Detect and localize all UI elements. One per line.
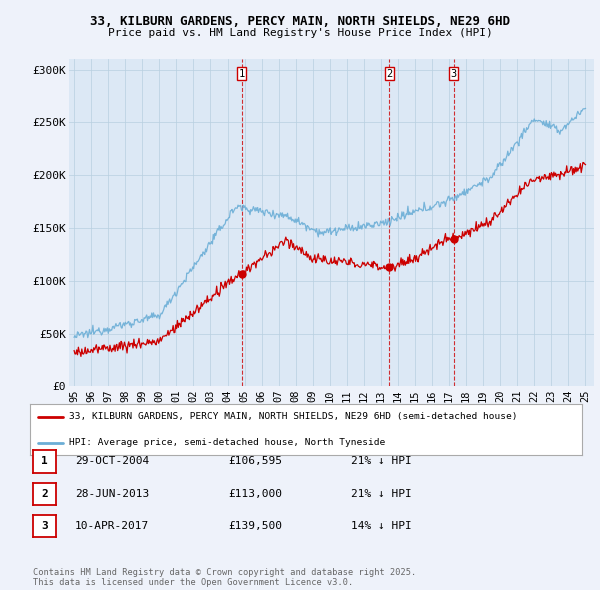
Text: £113,000: £113,000: [228, 489, 282, 499]
Text: 2: 2: [41, 489, 48, 499]
Text: 33, KILBURN GARDENS, PERCY MAIN, NORTH SHIELDS, NE29 6HD (semi-detached house): 33, KILBURN GARDENS, PERCY MAIN, NORTH S…: [68, 412, 517, 421]
Text: £139,500: £139,500: [228, 522, 282, 531]
Text: 33, KILBURN GARDENS, PERCY MAIN, NORTH SHIELDS, NE29 6HD: 33, KILBURN GARDENS, PERCY MAIN, NORTH S…: [90, 15, 510, 28]
Text: HPI: Average price, semi-detached house, North Tyneside: HPI: Average price, semi-detached house,…: [68, 438, 385, 447]
Text: 21% ↓ HPI: 21% ↓ HPI: [351, 457, 412, 466]
Text: 28-JUN-2013: 28-JUN-2013: [75, 489, 149, 499]
Text: 29-OCT-2004: 29-OCT-2004: [75, 457, 149, 466]
Text: 3: 3: [41, 522, 48, 531]
Text: 14% ↓ HPI: 14% ↓ HPI: [351, 522, 412, 531]
Text: 1: 1: [239, 69, 245, 79]
Text: 10-APR-2017: 10-APR-2017: [75, 522, 149, 531]
Text: 2: 2: [386, 69, 392, 79]
Text: 1: 1: [41, 457, 48, 466]
Text: 21% ↓ HPI: 21% ↓ HPI: [351, 489, 412, 499]
Text: Contains HM Land Registry data © Crown copyright and database right 2025.
This d: Contains HM Land Registry data © Crown c…: [33, 568, 416, 587]
Text: 3: 3: [451, 69, 457, 79]
Text: £106,595: £106,595: [228, 457, 282, 466]
Text: Price paid vs. HM Land Registry's House Price Index (HPI): Price paid vs. HM Land Registry's House …: [107, 28, 493, 38]
